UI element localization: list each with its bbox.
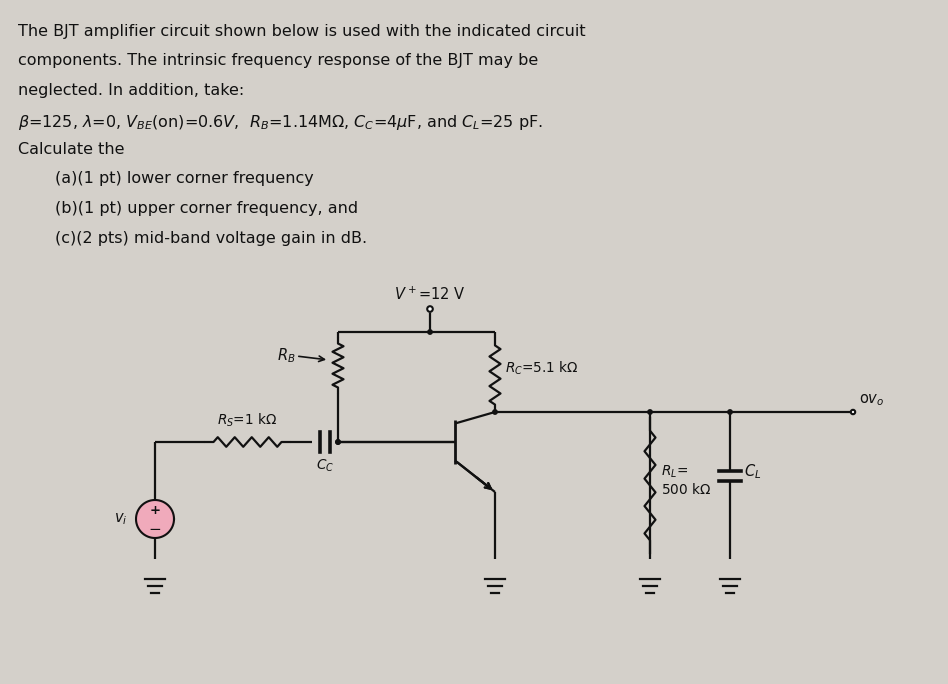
Circle shape bbox=[428, 330, 432, 334]
Text: neglected. In addition, take:: neglected. In addition, take: bbox=[18, 83, 245, 98]
Circle shape bbox=[336, 440, 340, 444]
Text: (a)(1 pt) lower corner frequency: (a)(1 pt) lower corner frequency bbox=[55, 172, 314, 187]
Circle shape bbox=[493, 410, 497, 415]
Text: Calculate the: Calculate the bbox=[18, 142, 124, 157]
Text: $R_C$=5.1 k$\Omega$: $R_C$=5.1 k$\Omega$ bbox=[505, 359, 578, 377]
Text: $V^+$=12 V: $V^+$=12 V bbox=[394, 285, 465, 302]
Circle shape bbox=[647, 410, 652, 415]
Text: $C_C$: $C_C$ bbox=[316, 458, 334, 475]
Text: $\beta$=125, $\lambda$=0, $V_{BE}$(on)=0.6$V$,  $R_B$=1.14M$\Omega$, $C_C$=4$\mu: $\beta$=125, $\lambda$=0, $V_{BE}$(on)=0… bbox=[18, 112, 543, 131]
Polygon shape bbox=[136, 500, 174, 538]
Text: components. The intrinsic frequency response of the BJT may be: components. The intrinsic frequency resp… bbox=[18, 53, 538, 68]
Text: $C_L$: $C_L$ bbox=[744, 462, 761, 481]
Text: $R_B$: $R_B$ bbox=[277, 347, 295, 365]
Text: $R_S$=1 k$\Omega$: $R_S$=1 k$\Omega$ bbox=[217, 412, 278, 429]
Text: o$v_o$: o$v_o$ bbox=[859, 393, 884, 408]
Circle shape bbox=[728, 410, 732, 415]
Text: $v_i$: $v_i$ bbox=[114, 511, 127, 527]
Text: (c)(2 pts) mid-band voltage gain in dB.: (c)(2 pts) mid-band voltage gain in dB. bbox=[55, 231, 367, 246]
Text: The BJT amplifier circuit shown below is used with the indicated circuit: The BJT amplifier circuit shown below is… bbox=[18, 24, 586, 39]
Text: $-$: $-$ bbox=[149, 520, 161, 534]
Circle shape bbox=[336, 440, 340, 444]
Circle shape bbox=[850, 410, 855, 415]
Text: $R_L$=
500 k$\Omega$: $R_L$= 500 k$\Omega$ bbox=[661, 464, 711, 497]
Text: (b)(1 pt) upper corner frequency, and: (b)(1 pt) upper corner frequency, and bbox=[55, 201, 358, 216]
Circle shape bbox=[428, 306, 433, 312]
Text: +: + bbox=[150, 503, 160, 516]
